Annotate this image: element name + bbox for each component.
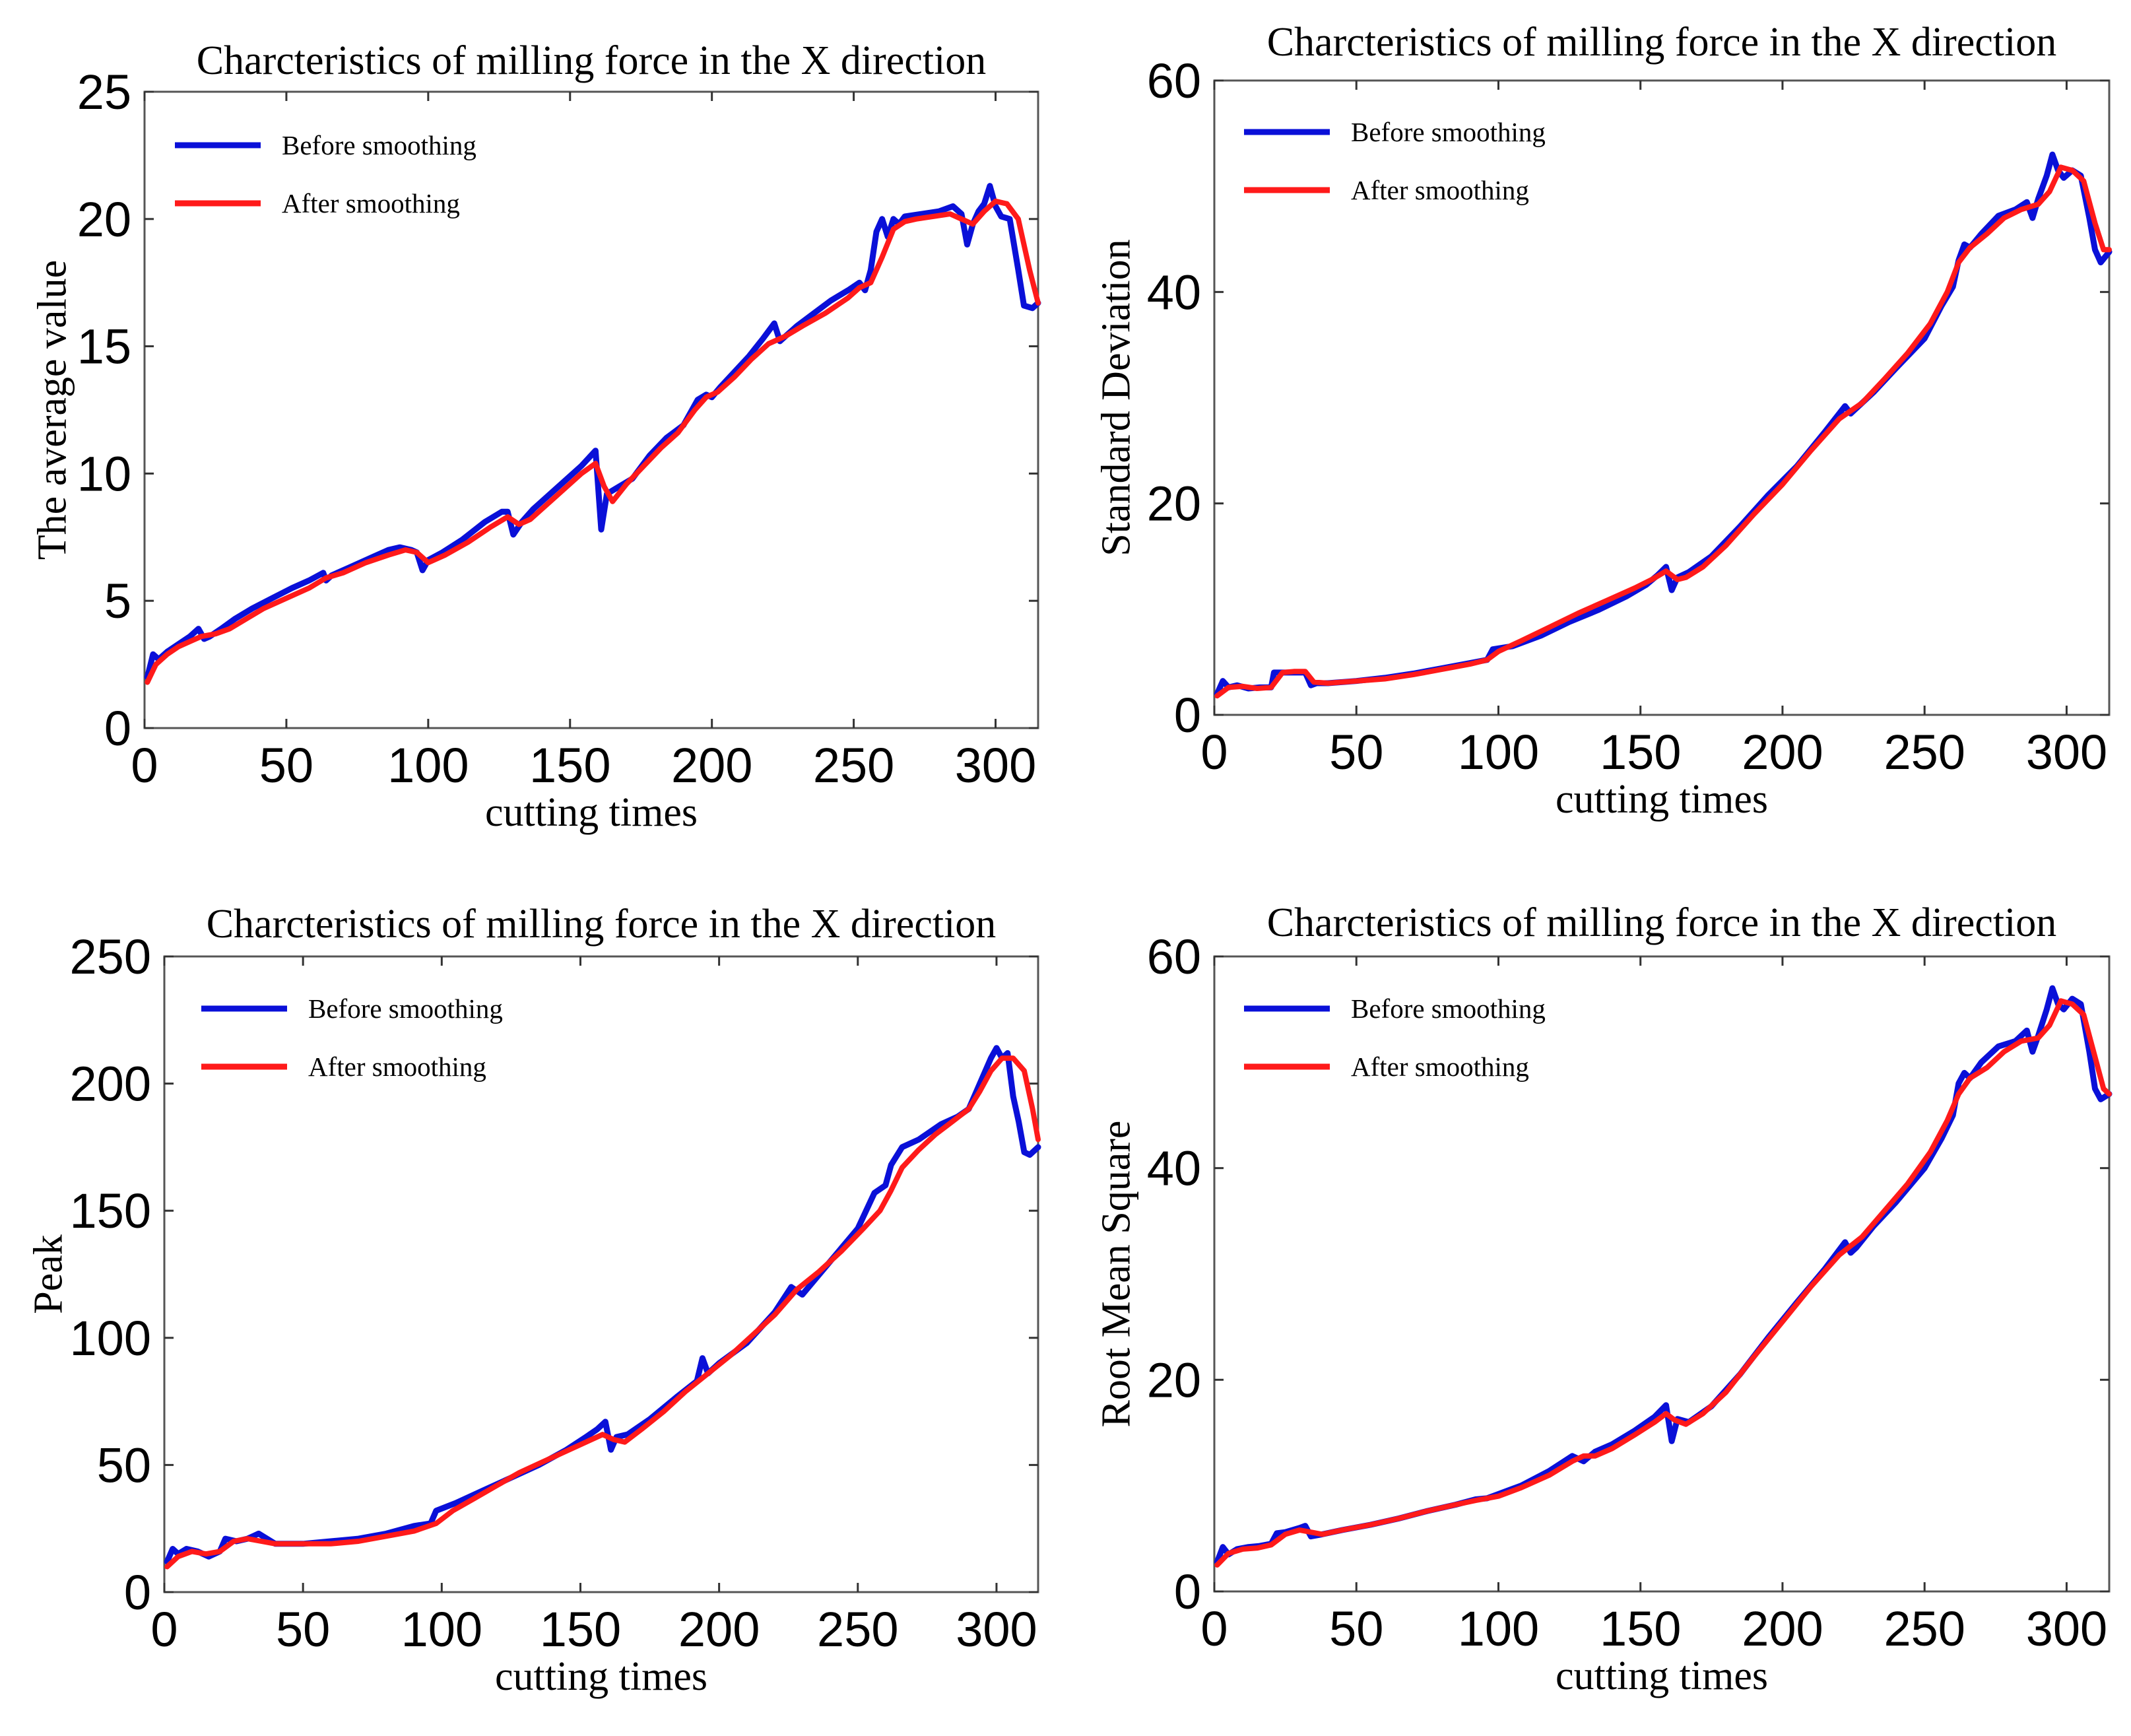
x-axis-label: cutting times — [1556, 1653, 1768, 1698]
y-tick-label: 20 — [1147, 1352, 1201, 1407]
x-tick-label: 0 — [1200, 1601, 1228, 1656]
subplot-4: 0 50 100 150 200 250 300 0 20 40 60 Charcteristics … — [1094, 900, 2113, 1698]
x-tick-label: 300 — [2026, 1601, 2107, 1656]
y-tick-label: 40 — [1147, 1141, 1201, 1196]
x-tick-label: 200 — [1742, 725, 1823, 780]
y-tick-label: 50 — [97, 1438, 151, 1492]
chart-title: Charcteristics of milling force in the X… — [1267, 20, 2057, 65]
x-tick-label: 50 — [259, 738, 313, 793]
series-line-before — [164, 1045, 1041, 1565]
x-tick-label: 250 — [1884, 1601, 1965, 1656]
y-tick-label: 20 — [77, 192, 131, 247]
chart-title: Charcteristics of milling force in the X… — [1267, 900, 2057, 945]
y-axis-label: Standard Deviation — [1094, 239, 1139, 556]
chart-title: Charcteristics of milling force in the X… — [197, 38, 987, 83]
x-tick-label: 200 — [678, 1602, 760, 1657]
y-tick-label: 200 — [70, 1057, 151, 1112]
x-tick-label: 250 — [817, 1602, 898, 1657]
legend-label-after: After smoothing — [1351, 175, 1529, 205]
legend-label-before: Before smoothing — [282, 130, 476, 160]
x-tick-label: 300 — [955, 738, 1036, 793]
y-tick-label: 0 — [1174, 1564, 1201, 1619]
y-tick-label: 60 — [1147, 929, 1201, 984]
x-tick-label: 0 — [131, 738, 158, 793]
y-tick-label: 5 — [104, 574, 131, 628]
y-axis-label: Peak — [26, 1234, 71, 1314]
y-axis-label: Root Mean Square — [1094, 1121, 1139, 1428]
y-tick-label: 0 — [124, 1565, 151, 1620]
plot-frame — [163, 955, 1039, 1593]
subplot-2: 0 50 100 150 200 250 300 0 20 40 60 Charcteristics … — [1094, 20, 2113, 822]
y-tick-label: 40 — [1147, 265, 1201, 319]
plot-frame — [1213, 79, 2111, 716]
series-line-after — [1214, 164, 2112, 699]
x-tick-label: 100 — [1458, 1601, 1539, 1656]
y-tick-label: 150 — [70, 1184, 151, 1238]
legend-label-after: After smoothing — [308, 1052, 486, 1082]
legend-label-before: Before smoothing — [1351, 993, 1546, 1024]
legend-label-after: After smoothing — [1351, 1052, 1529, 1082]
legend-label-before: Before smoothing — [308, 993, 503, 1024]
subplot-1: 0 50 100 150 200 250 300 0 5 10 15 20 25 Charcteristi… — [30, 38, 1041, 835]
legend-label-after: After smoothing — [282, 188, 460, 218]
x-tick-label: 100 — [1458, 725, 1539, 780]
series-line-before — [1214, 151, 2113, 697]
x-tick-label: 0 — [1200, 725, 1228, 780]
x-tick-label: 100 — [401, 1602, 482, 1657]
subplot-3: 0 50 100 150 200 250 300 0 50 100 150 200 250 Charcte… — [26, 902, 1041, 1699]
y-tick-label: 100 — [70, 1311, 151, 1366]
x-tick-label: 150 — [529, 738, 610, 793]
y-tick-label: 10 — [77, 446, 131, 501]
x-tick-label: 100 — [387, 738, 469, 793]
plot-frame — [143, 90, 1039, 729]
x-tick-label: 200 — [671, 738, 752, 793]
x-tick-label: 250 — [1884, 725, 1965, 780]
y-tick-label: 25 — [77, 65, 131, 119]
x-axis-label: cutting times — [1556, 777, 1768, 822]
x-tick-label: 150 — [540, 1602, 621, 1657]
legend-label-before: Before smoothing — [1351, 117, 1546, 147]
chart-title: Charcteristics of milling force in the X… — [207, 902, 997, 947]
y-tick-label: 0 — [1174, 688, 1201, 743]
plot-frame — [1213, 955, 2111, 1593]
x-tick-label: 150 — [1600, 1601, 1681, 1656]
x-tick-label: 150 — [1600, 725, 1681, 780]
y-tick-label: 250 — [70, 929, 151, 984]
x-tick-label: 200 — [1742, 1601, 1823, 1656]
series-line-after — [1214, 998, 2112, 1568]
series-line-after — [164, 1055, 1041, 1570]
y-tick-label: 20 — [1147, 477, 1201, 531]
x-tick-label: 50 — [1329, 1601, 1383, 1656]
x-axis-label: cutting times — [495, 1654, 707, 1699]
y-axis-label: The average value — [30, 260, 75, 560]
x-tick-label: 50 — [276, 1602, 330, 1657]
x-axis-label: cutting times — [485, 790, 698, 835]
x-tick-label: 250 — [813, 738, 894, 793]
series-line-after — [145, 198, 1041, 685]
x-tick-label: 0 — [150, 1602, 178, 1657]
x-tick-label: 50 — [1329, 725, 1383, 780]
y-tick-label: 60 — [1147, 53, 1201, 108]
x-tick-label: 300 — [2026, 725, 2107, 780]
y-tick-label: 15 — [77, 319, 131, 374]
y-tick-label: 0 — [104, 701, 131, 756]
x-tick-label: 300 — [956, 1602, 1037, 1657]
